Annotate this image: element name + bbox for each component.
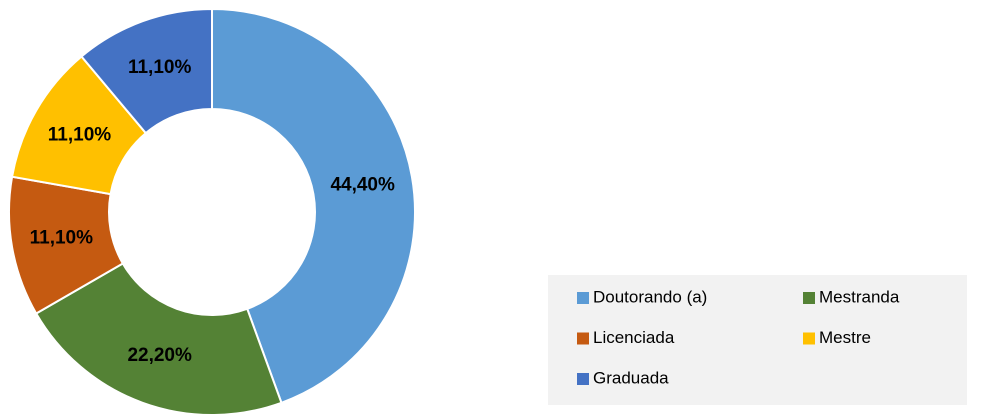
legend-swatch bbox=[577, 373, 589, 385]
legend-box bbox=[548, 275, 967, 405]
slice bbox=[211, 7, 417, 405]
legend-label: Mestranda bbox=[819, 287, 900, 306]
value-label: 11,10% bbox=[48, 125, 111, 146]
legend-swatch bbox=[803, 292, 815, 304]
value-label: 11,10% bbox=[128, 57, 191, 78]
legend-swatch bbox=[577, 292, 589, 304]
slice bbox=[80, 7, 213, 135]
value-label: 22,20% bbox=[127, 345, 192, 366]
legend-label: Doutorando (a) bbox=[593, 287, 707, 306]
legend-label: Licenciada bbox=[593, 328, 675, 347]
legend-label: Graduada bbox=[593, 368, 669, 387]
legend-swatch bbox=[577, 332, 589, 345]
legend-label: Mestre bbox=[819, 328, 871, 347]
value-label: 44,40% bbox=[330, 174, 395, 195]
value-label: 11,10% bbox=[30, 228, 93, 249]
legend-swatch bbox=[803, 332, 815, 345]
